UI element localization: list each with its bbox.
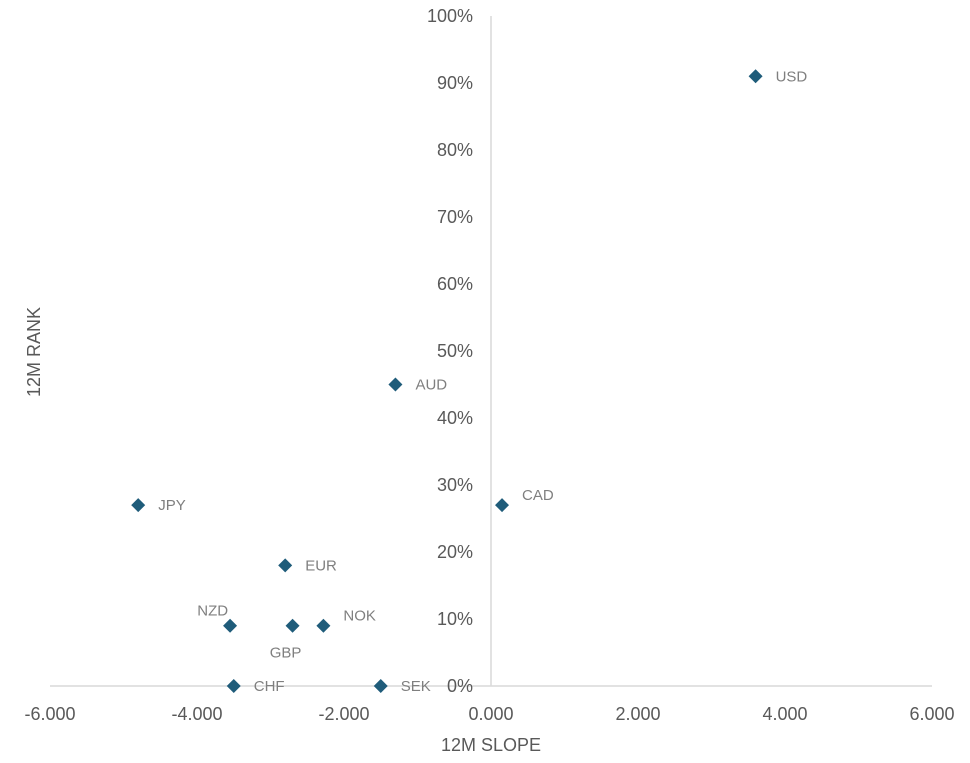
point-label-cad: CAD [522,487,554,504]
x-tick-label: 2.000 [615,704,660,724]
y-tick-label: 0% [447,676,473,696]
x-tick-label: 6.000 [909,704,954,724]
tick-labels: -6.000 -4.000 -2.000 0.000 2.000 4.000 6.000 0%… [24,6,954,724]
data-point-cad [495,498,510,513]
point-label-nok: NOK [343,608,376,625]
point-label-aud: AUD [415,377,447,394]
point-labels: USD AUD CAD JPY EUR NZD GBP NOK CHF SEK [158,68,807,695]
point-label-nzd: NZD [197,603,228,620]
y-tick-label: 100% [427,6,473,26]
x-tick-label: 4.000 [762,704,807,724]
y-tick-label: 80% [437,140,473,160]
y-axis-title: 12M RANK [24,307,44,397]
y-tick-label: 50% [437,341,473,361]
x-tick-label: -6.000 [24,704,75,724]
point-label-chf: CHF [254,678,285,695]
x-tick-label: 0.000 [468,704,513,724]
y-tick-label: 30% [437,475,473,495]
data-points [131,69,763,693]
x-tick-label: -2.000 [318,704,369,724]
data-point-sek [373,679,388,693]
data-point-aud [388,377,403,392]
point-label-sek: SEK [401,678,431,695]
data-point-eur [278,558,293,573]
y-tick-label: 20% [437,542,473,562]
x-axis-title: 12M SLOPE [441,735,541,755]
data-point-gbp [285,618,300,633]
point-label-usd: USD [776,68,808,85]
y-tick-label: 10% [437,609,473,629]
y-tick-label: 90% [437,73,473,93]
y-tick-label: 70% [437,207,473,227]
axes [50,16,932,687]
data-point-nzd [223,618,238,633]
point-label-jpy: JPY [158,497,186,514]
data-point-jpy [131,498,146,513]
data-point-usd [748,69,763,84]
data-point-chf [226,679,241,693]
point-label-eur: EUR [305,557,337,574]
data-point-nok [316,618,331,633]
x-tick-label: -4.000 [171,704,222,724]
point-label-gbp: GBP [270,645,302,662]
y-tick-label: 60% [437,274,473,294]
y-tick-label: 40% [437,408,473,428]
